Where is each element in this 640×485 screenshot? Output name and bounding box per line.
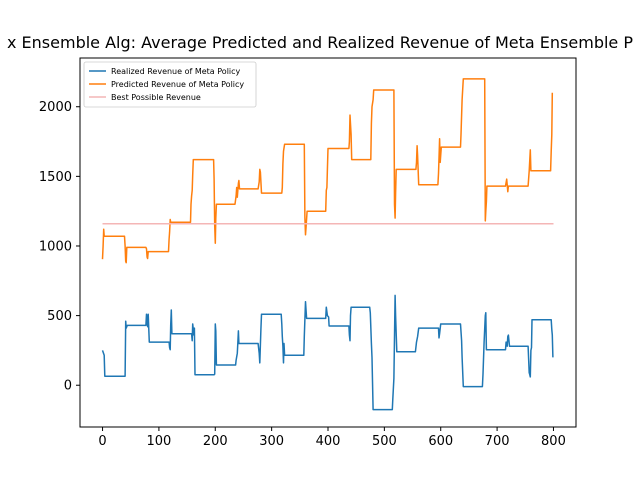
series-layer <box>101 78 554 411</box>
x-axis: 0 100 200 300 400 500 600 700 800 <box>98 427 566 449</box>
legend-box <box>83 61 257 108</box>
x-tick-label: 400 <box>316 434 341 449</box>
x-tick-label: 300 <box>259 434 284 449</box>
series-line-0 <box>101 294 554 411</box>
legend-label-0: Realized Revenue of Meta Policy <box>111 67 241 76</box>
y-tick-label: 500 <box>47 309 72 324</box>
x-tick-label: 700 <box>485 434 510 449</box>
legend: Realized Revenue of Meta Policy Predicted… <box>83 61 257 108</box>
y-tick-label: 1500 <box>39 170 72 185</box>
y-tick-label: 1000 <box>39 239 72 254</box>
x-tick-label: 500 <box>372 434 397 449</box>
y-tick-label: 0 <box>64 379 72 394</box>
legend-label-2: Best Possible Revenue <box>111 93 201 102</box>
y-axis: 0 500 1000 1500 2000 <box>39 100 80 394</box>
legend-label-1: Predicted Revenue of Meta Policy <box>111 80 244 89</box>
x-tick-label: 0 <box>98 434 106 449</box>
x-tick-label: 200 <box>203 434 228 449</box>
chart-title: x Ensemble Alg: Average Predicted and Re… <box>7 33 633 52</box>
y-tick-label: 2000 <box>39 100 72 115</box>
plot-frame <box>79 57 577 428</box>
x-tick-label: 100 <box>146 434 171 449</box>
series-line-1 <box>101 78 554 264</box>
x-tick-label: 800 <box>541 434 566 449</box>
x-tick-label: 600 <box>428 434 453 449</box>
